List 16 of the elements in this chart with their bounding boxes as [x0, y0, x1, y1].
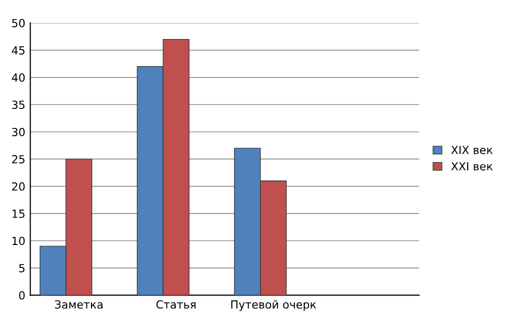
legend-label: XIX век	[451, 146, 493, 154]
y-tick-label: 35	[12, 100, 24, 110]
y-tick-label: 30	[12, 128, 25, 136]
y-tick-label: 25	[12, 155, 24, 164]
y-tick-label: 40	[12, 73, 25, 82]
x-tick-label: Статья	[156, 300, 196, 309]
y-tick-label: 15	[12, 210, 24, 218]
y-tick-label: 5	[19, 264, 24, 272]
y-tick-label: 50	[12, 18, 25, 28]
y-tick-label: 10	[12, 236, 25, 246]
y-tick-label: 45	[12, 46, 24, 55]
legend-label: XXI век	[451, 162, 493, 170]
x-tick-label: Путевой очерк	[231, 300, 316, 311]
y-tick-label: 20	[12, 182, 25, 191]
y-tick-label: 0	[19, 291, 25, 300]
x-tick-label: Заметка	[55, 300, 102, 309]
